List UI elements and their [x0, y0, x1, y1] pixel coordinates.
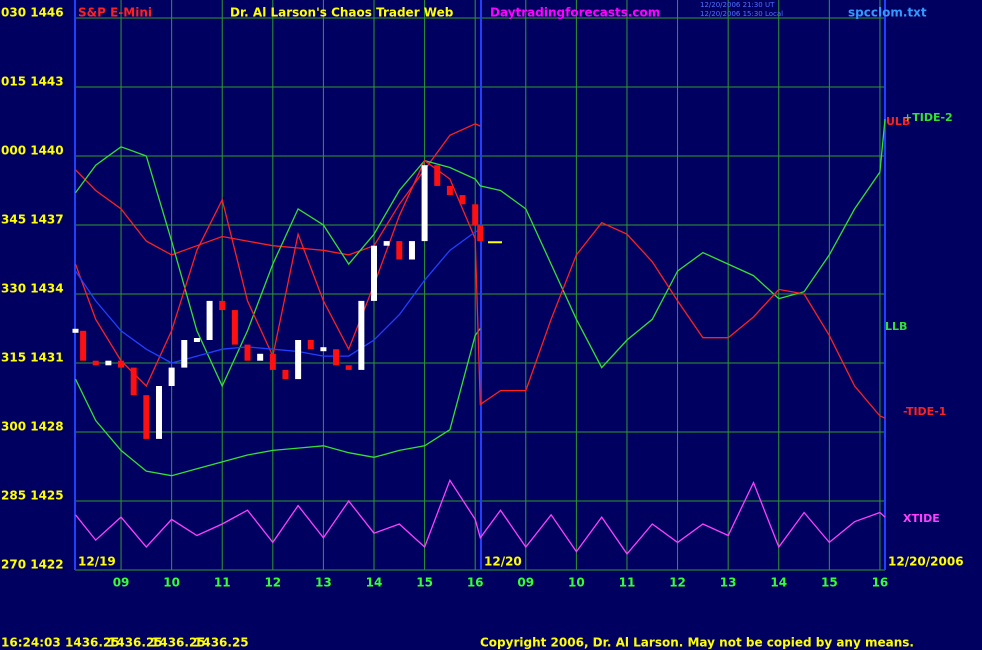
- price-bar: [434, 165, 441, 186]
- price-bar: [118, 360, 125, 368]
- price-bar: [206, 300, 213, 340]
- series-line: [74, 119, 886, 388]
- price-bar: [446, 185, 453, 196]
- series-label: +TIDE-2: [903, 111, 953, 124]
- series-line: [74, 229, 481, 364]
- price-bar: [396, 241, 403, 260]
- symbol: S&P E-Mini: [78, 6, 152, 20]
- x-tick-label: 14: [770, 576, 787, 590]
- x-tick-label: 13: [315, 576, 332, 590]
- price-bar: [72, 328, 79, 333]
- y-tick-label: 270 1422: [1, 558, 64, 572]
- x-tick-label: 13: [720, 576, 737, 590]
- price-bar: [244, 344, 251, 361]
- x-tick-label: 10: [568, 576, 585, 590]
- x-tick-label: 11: [214, 576, 231, 590]
- price-bar: [371, 245, 378, 301]
- price-bar: [320, 347, 327, 352]
- price-bar: [269, 353, 276, 370]
- price-bar: [181, 340, 188, 368]
- x-tick-label: 15: [416, 576, 433, 590]
- marks: [72, 119, 886, 555]
- price-bar: [231, 310, 238, 345]
- date-label: 12/20: [484, 555, 522, 569]
- series-line: [74, 328, 481, 477]
- timestamp: 12/20/2006 21:30 UT: [700, 1, 775, 9]
- timestamp: 12/20/2006 15:30 Local: [700, 10, 783, 18]
- date-label: 12/19: [78, 555, 116, 569]
- price-bar: [219, 300, 226, 311]
- series-label: XTIDE: [903, 512, 940, 525]
- price-bar: [307, 340, 314, 350]
- y-tick-label: 330 1434: [1, 282, 64, 296]
- price-bar: [282, 369, 289, 380]
- status-quote: 1436.25: [65, 636, 120, 650]
- price-bar: [80, 330, 87, 361]
- price-bar: [130, 367, 137, 396]
- x-tick-label: 09: [517, 576, 534, 590]
- x-tick-label: 12: [264, 576, 281, 590]
- x-tick-label: 10: [163, 576, 180, 590]
- price-bar: [155, 386, 162, 439]
- x-tick-label: 16: [872, 576, 889, 590]
- price-bar: [295, 340, 302, 380]
- price-bar: [408, 241, 415, 260]
- chart-title: Dr. Al Larson's Chaos Trader Web: [230, 6, 454, 20]
- grid: [75, 0, 885, 571]
- status-quote: 1436.25: [151, 636, 206, 650]
- x-tick-label: 16: [467, 576, 484, 590]
- website: Daytradingforecasts.com: [490, 6, 660, 20]
- series-label: -TIDE-1: [903, 405, 946, 418]
- series-label: LLB: [885, 320, 907, 333]
- y-tick-label: 285 1425: [1, 489, 64, 503]
- price-bar: [459, 195, 466, 205]
- y-tick-label: 315 1431: [1, 351, 64, 365]
- x-tick-label: 11: [619, 576, 636, 590]
- price-bar: [345, 365, 352, 370]
- price-bar: [257, 353, 264, 361]
- x-tick-label: 12: [669, 576, 686, 590]
- price-bar: [383, 241, 390, 246]
- y-tick-label: 300 1428: [1, 420, 64, 434]
- x-tick-label: 14: [366, 576, 383, 590]
- price-bar: [168, 367, 175, 386]
- series-line: [74, 159, 886, 419]
- price-bar: [358, 300, 365, 370]
- series-line: [74, 478, 886, 555]
- status-time: 16:24:03: [1, 636, 61, 650]
- price-bar: [333, 349, 340, 366]
- y-tick-label: 015 1443: [1, 75, 64, 89]
- y-tick-label: 030 1446: [1, 6, 64, 20]
- status-quote: 1436.25: [194, 636, 249, 650]
- date-label: 12/20/2006: [888, 555, 964, 569]
- y-tick-label: 000 1440: [1, 144, 64, 158]
- price-bar: [421, 165, 428, 242]
- x-tick-label: 15: [821, 576, 838, 590]
- status-quote: 1436.25: [108, 636, 163, 650]
- price-bar: [92, 360, 99, 366]
- y-tick-label: 345 1437: [1, 213, 64, 227]
- price-bar: [193, 338, 200, 342]
- series-label: ULB: [886, 115, 910, 128]
- price-bar: [472, 204, 479, 225]
- file-name: spcclom.txt: [848, 6, 927, 20]
- price-bar: [143, 395, 150, 439]
- x-tick-label: 09: [113, 576, 130, 590]
- price-bar: [105, 360, 112, 366]
- price-bar: [477, 225, 484, 242]
- copyright: Copyright 2006, Dr. Al Larson. May not b…: [480, 636, 914, 650]
